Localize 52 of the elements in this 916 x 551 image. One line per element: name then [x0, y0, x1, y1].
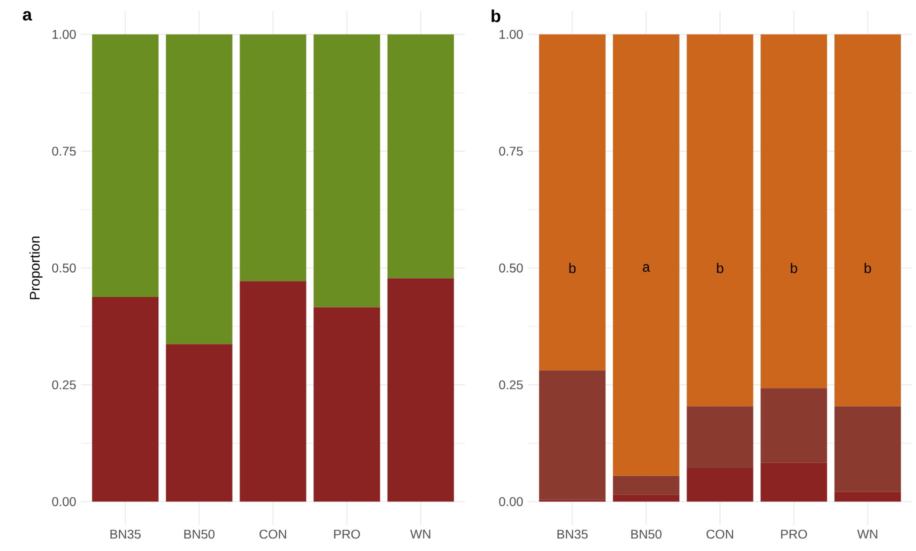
bar	[612, 494, 680, 502]
x-tick-label: CON	[706, 530, 734, 539]
y-tick-label: 0.50	[499, 264, 523, 272]
chart-title: a	[22, 11, 32, 21]
bar	[686, 406, 754, 468]
x-tick-label: BN50	[631, 530, 662, 539]
bar	[240, 281, 306, 502]
annotation: b	[864, 262, 871, 274]
bar	[92, 34, 159, 297]
y-tick-label: 0.25	[52, 380, 76, 390]
bar	[92, 296, 159, 502]
bar	[760, 34, 828, 388]
bar	[834, 34, 901, 406]
x-tick-label: PRO	[781, 530, 807, 539]
y-axis-title: Proportion	[29, 236, 42, 300]
bar	[314, 34, 380, 308]
y-tick-label: 0.00	[52, 497, 76, 506]
annotation: b	[717, 262, 724, 274]
bar	[760, 388, 828, 463]
y-tick-label: 0.75	[499, 146, 523, 156]
y-tick-label: 0.00	[499, 497, 523, 506]
bar	[240, 34, 306, 282]
x-tick-label: BN35	[558, 530, 588, 539]
chart-title: b	[492, 9, 500, 22]
y-tick-label: 0.50	[52, 264, 76, 272]
bar	[387, 278, 454, 502]
y-tick-label: 0.25	[499, 380, 523, 390]
bar	[539, 370, 606, 500]
x-tick-label: WN	[857, 530, 878, 538]
bar	[612, 476, 680, 495]
y-tick-label: 1.00	[52, 30, 76, 39]
annotation: b	[790, 262, 798, 274]
annotation: b	[569, 262, 576, 274]
bar	[539, 34, 606, 370]
bar	[166, 344, 232, 502]
x-tick-label: WN	[410, 530, 430, 538]
x-tick-label: CON	[260, 530, 286, 539]
bar	[686, 34, 754, 406]
bar	[834, 406, 901, 492]
bar	[314, 307, 380, 502]
bar	[760, 462, 828, 502]
y-tick-label: 1.00	[500, 30, 523, 39]
bar	[612, 34, 680, 476]
x-tick-label: BN50	[184, 530, 214, 539]
bar	[686, 468, 754, 502]
annotation: a	[642, 264, 650, 272]
bar	[387, 34, 454, 278]
bar	[834, 492, 901, 502]
x-tick-label: PRO	[334, 530, 360, 539]
bar	[166, 34, 232, 344]
y-tick-label: 0.75	[52, 146, 76, 156]
x-tick-label: BN35	[110, 530, 141, 539]
